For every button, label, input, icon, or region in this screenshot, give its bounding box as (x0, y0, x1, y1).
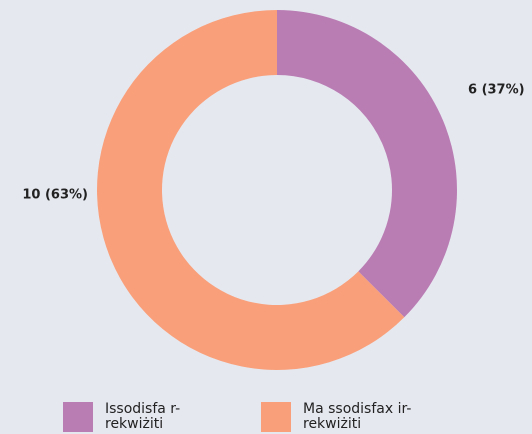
legend-item: Ma ssodisfax ir-rekwiżiti (261, 402, 413, 432)
data-label: 6 (37%) (468, 83, 525, 98)
legend-swatch (63, 402, 93, 432)
chart: 6 (37%) 10 (63%) (22, 10, 525, 370)
legend-item: Issodisfa r-rekwiżiti (63, 402, 215, 432)
donut-segment (97, 10, 405, 370)
donut-segment (277, 10, 457, 318)
legend-swatch (261, 402, 291, 432)
legend-label: Issodisfa r-rekwiżiti (105, 401, 181, 432)
legend-label: Ma ssodisfax ir-rekwiżiti (303, 401, 412, 432)
data-label: 10 (63%) (22, 188, 88, 203)
